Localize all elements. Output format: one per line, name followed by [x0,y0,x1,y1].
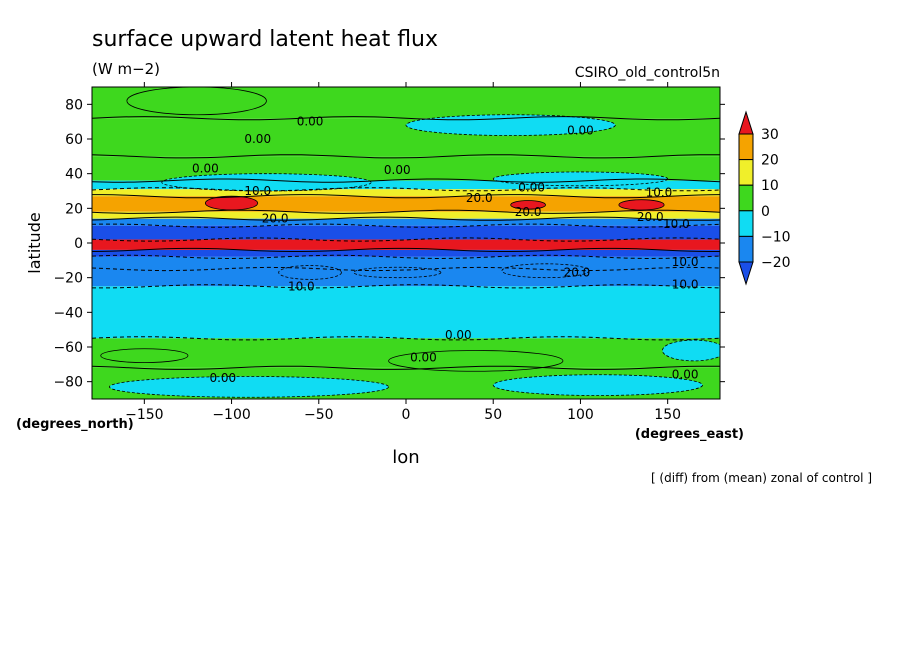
colorbar-label-3: 0 [761,204,770,220]
note-label: [ (diff) from (mean) zonal of control ] [651,471,872,485]
chart-title: surface upward latent heat flux [92,27,438,52]
contour-label-18: 0.00 [410,350,437,364]
contour-line-6 [92,216,720,221]
band-3 [92,180,720,190]
y-tick-label-7: −60 [53,340,83,356]
colorbar-label-4: −10 [761,229,791,245]
y-tick-label-0: 80 [65,97,83,113]
x-tick-label-6: 150 [654,407,681,423]
y-units-label: (degrees_north) [16,417,134,432]
anomaly-blob-1 [510,200,546,210]
contour-line-5 [92,209,720,214]
colorbar-segment-2 [738,159,754,186]
contour-label-20: 0.00 [672,368,699,382]
colorbar-segment-1 [738,133,754,161]
x-tick-label-0: −150 [125,407,163,423]
band-8 [92,225,720,240]
colorbar-segment-3 [738,184,754,212]
band-1 [92,118,720,157]
anomaly-blob-0 [204,195,259,211]
plot-area [92,87,720,399]
contour-label-3: 0.00 [192,161,219,175]
anomaly-blob-14 [492,374,703,396]
x-tick-label-1: −100 [212,407,250,423]
y-tick-label-4: 0 [74,236,83,252]
contour-line-9 [92,247,720,252]
anomaly-blob-8 [161,173,372,192]
contour-label-10: 20.0 [262,212,289,226]
anomaly-blob-4 [353,266,442,279]
colorbar-label-2: 10 [761,178,779,194]
anomaly-blob-12 [662,339,720,362]
contour-label-15: 10.0 [672,278,699,292]
units-label: (W m−2) [92,60,160,78]
contour-label-12: 10.0 [663,217,690,231]
band-4 [92,189,720,197]
contour-lines [92,116,720,370]
colorbar-segment-5 [738,235,754,263]
contour-label-11: 20.0 [637,210,664,224]
band-13 [92,286,720,339]
contour-line-0 [92,116,720,121]
colorbar: 30 20 10 0 −10 −20 [738,110,791,286]
band-6 [92,211,720,219]
colorbar-segment-0 [738,110,754,135]
anomaly-blob-2 [618,199,665,211]
colorbar-segment-4 [738,210,754,237]
x-axis: −150 −100 −50 0 50 100 150 [125,82,681,423]
contour-line-1 [92,154,720,159]
band-10 [92,249,720,257]
contour-label-17: 0.00 [445,328,472,342]
contour-label-6: 10.0 [244,184,271,198]
x-axis-label: lon [392,447,419,468]
colorbar-label-1: 20 [761,153,779,169]
contour-label-13: 20.0 [564,265,591,279]
run-label: CSIRO_old_control5n [575,65,720,81]
contour-label-19: 0.00 [209,371,236,385]
x-tick-label-5: 100 [567,407,594,423]
contour-label-4: 0.00 [384,163,411,177]
contour-label-2: 0.00 [567,123,594,137]
y-tick-label-6: −40 [53,305,83,321]
contour-label-5: 0.00 [518,181,545,195]
y-tick-label-5: −20 [53,271,83,287]
x-tick-label-2: −50 [304,407,334,423]
contour-label-0: 0.00 [297,115,324,129]
contour-line-4 [92,194,720,199]
contour-label-7: 20.0 [466,191,493,205]
band-9 [92,239,720,250]
anomaly-blob-13 [109,376,389,398]
contour-label-16: 10.0 [672,255,699,269]
y-tick-label-2: 40 [65,167,83,183]
contour-label-14: 10.0 [288,279,315,293]
anomaly-blob-10 [100,348,189,364]
band-7 [92,218,720,226]
x-tick-label-3: 0 [402,407,411,423]
colorbar-segment-6 [738,261,754,286]
contour-label-1: 0.00 [244,132,271,146]
y-tick-label-8: −80 [53,375,83,391]
colorbar-label-5: −20 [761,255,791,271]
y-tick-label-3: 20 [65,201,83,217]
y-axis-label: latitude [25,212,44,273]
colorbar-label-0: 30 [761,127,779,143]
contour-label-9: 20.0 [515,205,542,219]
contour-line-2 [92,178,720,183]
x-tick-label-4: 50 [484,407,502,423]
contour-line-14 [92,365,720,370]
anomaly-blob-6 [126,87,267,116]
x-units-label: (degrees_east) [635,427,744,442]
y-tick-label-1: 60 [65,132,83,148]
contour-label-8: 10.0 [646,186,673,200]
y-axis: 80 60 40 20 0 −20 −40 −60 −80 [53,97,725,391]
